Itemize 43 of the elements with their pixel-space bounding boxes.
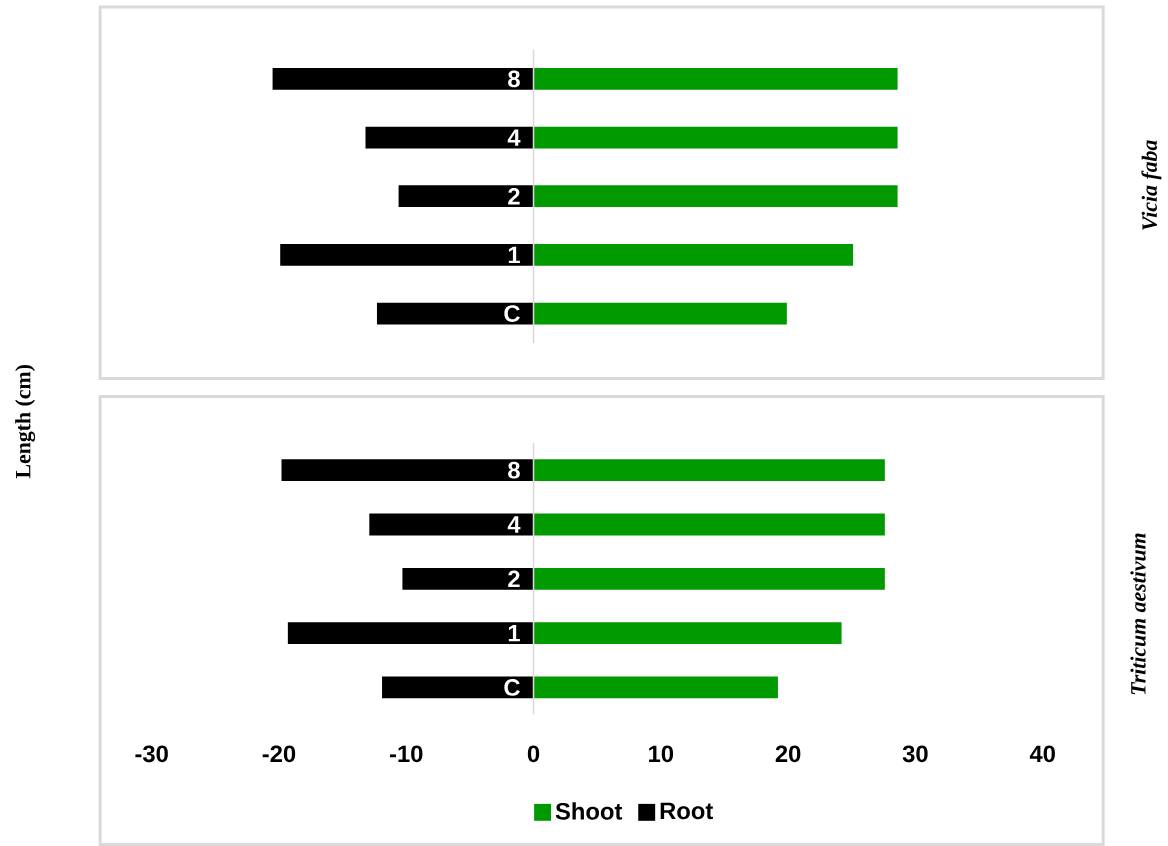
bar bbox=[533, 567, 885, 590]
bar bbox=[365, 126, 534, 149]
y-tick-label: 1 bbox=[508, 246, 520, 263]
x-tick-label: -20 bbox=[262, 745, 296, 762]
bar bbox=[398, 185, 534, 207]
bar bbox=[533, 126, 898, 149]
bar bbox=[287, 622, 534, 644]
legend-label: Root bbox=[660, 802, 713, 820]
x-tick-label: 30 bbox=[902, 745, 928, 763]
y-tick-label: 1 bbox=[508, 624, 520, 642]
y-tick-label: 2 bbox=[508, 570, 520, 587]
x-tick-label: 0 bbox=[527, 745, 540, 762]
bar bbox=[533, 243, 854, 266]
bar bbox=[272, 67, 534, 90]
y-tick-label: 4 bbox=[507, 516, 521, 533]
y2-axis-title: Triticum aestivum bbox=[1130, 533, 1146, 694]
y-tick-label: 8 bbox=[508, 70, 520, 88]
bar bbox=[382, 676, 534, 699]
bar bbox=[533, 67, 898, 90]
y2-axis-title: Vicia faba bbox=[1141, 139, 1162, 230]
bar bbox=[376, 302, 534, 325]
y-tick-label: C bbox=[504, 678, 520, 696]
x-tick-label: -10 bbox=[389, 745, 423, 762]
bar bbox=[402, 567, 534, 590]
bar bbox=[533, 513, 885, 536]
bar bbox=[533, 185, 898, 207]
x-tick-label: 20 bbox=[775, 745, 801, 762]
bar bbox=[369, 513, 534, 536]
y-tick-label: 4 bbox=[507, 129, 521, 146]
x-tick-label: 40 bbox=[1029, 745, 1055, 762]
bar bbox=[533, 622, 842, 644]
x-tick-label: 10 bbox=[649, 745, 674, 762]
bar bbox=[281, 459, 534, 481]
y-axis-title: Length (cm) bbox=[15, 364, 36, 478]
bar bbox=[280, 243, 534, 266]
legend-label: Shoot bbox=[555, 802, 623, 820]
bar bbox=[533, 302, 787, 325]
bar bbox=[533, 459, 885, 481]
y-tick-label: 2 bbox=[508, 187, 520, 205]
y-tick-label: 8 bbox=[508, 461, 520, 479]
x-tick-label: -30 bbox=[135, 745, 168, 763]
y-tick-label: C bbox=[504, 304, 520, 322]
bar bbox=[533, 676, 778, 699]
